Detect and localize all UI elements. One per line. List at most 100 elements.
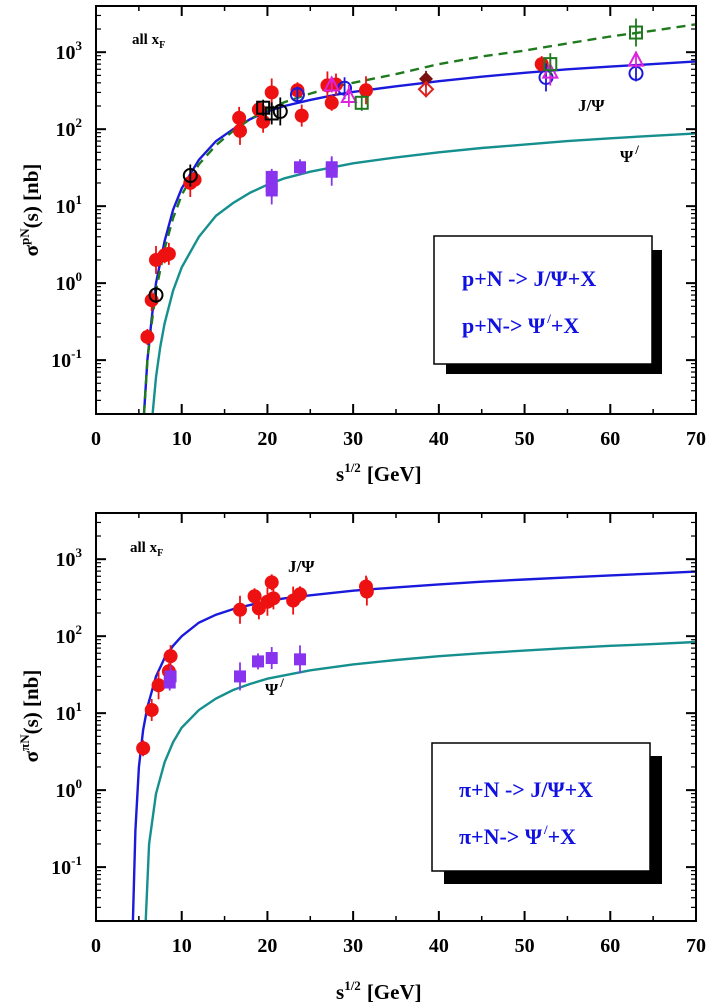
top-legend: p+N -> J/Ψ+X p+N-> Ψ/+X xyxy=(433,235,662,374)
bottom-point-j-data-filled-circles xyxy=(163,649,178,664)
top-corner-label: all xF xyxy=(132,32,165,51)
bottom-y-tick-label: 103 xyxy=(56,545,83,571)
top-curve-j-fit xyxy=(142,60,696,414)
bottom-point-data-filled-squares xyxy=(265,652,278,665)
bottom-x-axis-title: s1/2 [GeV] xyxy=(336,978,422,1004)
top-y-tick-label: 103 xyxy=(56,38,83,64)
bottom-point-data-filled-squares xyxy=(252,655,264,668)
top-y-tick-exp: -1 xyxy=(71,346,82,361)
bottom-y-tick-exp: 2 xyxy=(76,622,83,637)
top-point-j-data-filled-circles xyxy=(256,114,271,129)
top-y-axis-title: σpN(s) [nb] xyxy=(17,164,43,257)
bottom-point-data-filled-squares xyxy=(164,670,177,683)
bottom-point-j-data-filled-circles xyxy=(233,602,247,617)
top-x-tick-label: 70 xyxy=(686,428,706,450)
bottom-x-tick-label: 50 xyxy=(515,935,535,957)
top-x-axis-title: s1/2 [GeV] xyxy=(336,460,422,486)
bottom-curve-label-jpsi: J/Ψ xyxy=(288,557,315,576)
bottom-y-tick-exp: -1 xyxy=(71,853,82,868)
top-y-tick-base: 10 xyxy=(56,196,76,218)
bottom-y-tick-base: 10 xyxy=(56,703,76,725)
top-point-data-magenta-open-triangles xyxy=(323,75,341,92)
top-x-tick-label: 0 xyxy=(91,428,101,450)
top-x-tick-label: 20 xyxy=(257,428,277,450)
top-y-tick-label: 100 xyxy=(56,269,83,295)
top-point-j-data-filled-circles xyxy=(294,108,309,123)
top-curve-j-alt xyxy=(142,23,696,414)
top-point-data-green-open-squares xyxy=(543,57,558,72)
top-point-data-magenta-open-triangles xyxy=(627,50,645,67)
top-y-tick-exp: 0 xyxy=(76,269,83,284)
top-point-data-filled-squares xyxy=(325,165,338,178)
top-point-data-filled-squares xyxy=(265,184,278,197)
top-point-data-black-open-circles xyxy=(182,168,198,184)
bottom-point-j-data-filled-circles xyxy=(151,678,166,693)
bottom-y-tick-base: 10 xyxy=(51,857,71,879)
top-point-data-black-open-circles xyxy=(148,287,164,303)
bottom-point-j-data-filled-circles xyxy=(264,575,279,590)
bottom-point-data-filled-squares xyxy=(294,653,306,666)
top-point-j-data-filled-circles xyxy=(233,123,247,138)
top-plot-frame xyxy=(95,5,697,415)
top-x-tick-label: 50 xyxy=(515,428,535,450)
bottom-point-j-data-filled-circles xyxy=(144,702,159,717)
bottom-x-tick-label: 0 xyxy=(91,935,101,957)
bottom-corner-label: all xF xyxy=(130,540,163,559)
bottom-x-tick-label: 20 xyxy=(257,935,277,957)
top-y-tick-exp: 2 xyxy=(76,115,83,130)
bottom-x-tick-label: 10 xyxy=(172,935,192,957)
bottom-point-j-data-filled-circles xyxy=(136,741,151,756)
bottom-legend-entry-jpsi: π+N -> J/Ψ+X xyxy=(459,777,593,802)
top-point-data-filled-squares xyxy=(294,161,306,174)
top-point-j-data-filled-circles xyxy=(140,329,155,344)
top-y-tick-base: 10 xyxy=(56,273,76,295)
top-y-tick-label: 10-1 xyxy=(51,346,82,372)
top-point-data-black-open-squares xyxy=(264,106,279,121)
top-point-j-data-filled-circles xyxy=(324,95,339,110)
bottom-x-tick-label: 30 xyxy=(343,935,363,957)
top-point-data-blue-open-circles xyxy=(289,87,305,103)
top-point-data-red-open-diamond xyxy=(417,80,435,98)
bottom-legend-entry-psiprime: π+N-> Ψ/+X xyxy=(459,822,576,849)
top-x-tick-label: 60 xyxy=(600,428,620,450)
bottom-point-j-data-filled-circles xyxy=(359,584,374,599)
bottom-y-tick-exp: 3 xyxy=(76,545,83,560)
bottom-legend-box xyxy=(431,742,651,872)
top-point-data-magenta-open-triangles xyxy=(340,86,358,103)
top-point-data-green-open-squares xyxy=(629,25,643,40)
bottom-y-tick-base: 10 xyxy=(56,780,76,802)
top-point-j-data-filled-circles xyxy=(161,246,176,261)
top-legend-entry-jpsi: p+N -> J/Ψ+X xyxy=(462,266,596,291)
top-point-data-dark-red-filled-diamond xyxy=(419,71,433,86)
bottom-y-tick-label: 101 xyxy=(56,699,83,725)
bottom-x-tick-label: 40 xyxy=(429,935,449,957)
top-y-tick-exp: 3 xyxy=(76,38,83,53)
bottom-y-tick-exp: 0 xyxy=(76,776,83,791)
bottom-point-j-data-filled-circles xyxy=(266,591,281,606)
bottom-legend: π+N -> J/Ψ+X π+N-> Ψ/+X xyxy=(431,742,662,884)
top-legend-entry-psiprime: p+N-> Ψ/+X xyxy=(462,311,579,338)
bottom-curve-label-psiprime: Ψ / xyxy=(265,675,284,699)
top-y-tick-label: 101 xyxy=(56,192,83,218)
top-x-tick-label: 40 xyxy=(429,428,449,450)
bottom-point-data-filled-squares xyxy=(234,670,246,683)
top-curve-label-psiprime: Ψ / xyxy=(620,142,639,166)
top-y-tick-label: 102 xyxy=(56,115,83,141)
top-plot-data xyxy=(140,18,696,414)
bottom-y-tick-label: 102 xyxy=(56,622,83,648)
bottom-plot-data xyxy=(131,570,696,921)
top-point-j-data-filled-circles xyxy=(359,83,373,98)
bottom-curve-fit xyxy=(144,640,696,921)
top-y-tick-base: 10 xyxy=(56,119,76,141)
top-x-tick-label: 10 xyxy=(172,428,192,450)
bottom-y-axis-title: σπN(s) [nb] xyxy=(17,670,43,763)
top-y-tick-base: 10 xyxy=(56,42,76,64)
bottom-x-tick-label: 60 xyxy=(600,935,620,957)
top-y-tick-base: 10 xyxy=(51,350,71,372)
bottom-point-j-data-filled-circles xyxy=(293,587,307,602)
